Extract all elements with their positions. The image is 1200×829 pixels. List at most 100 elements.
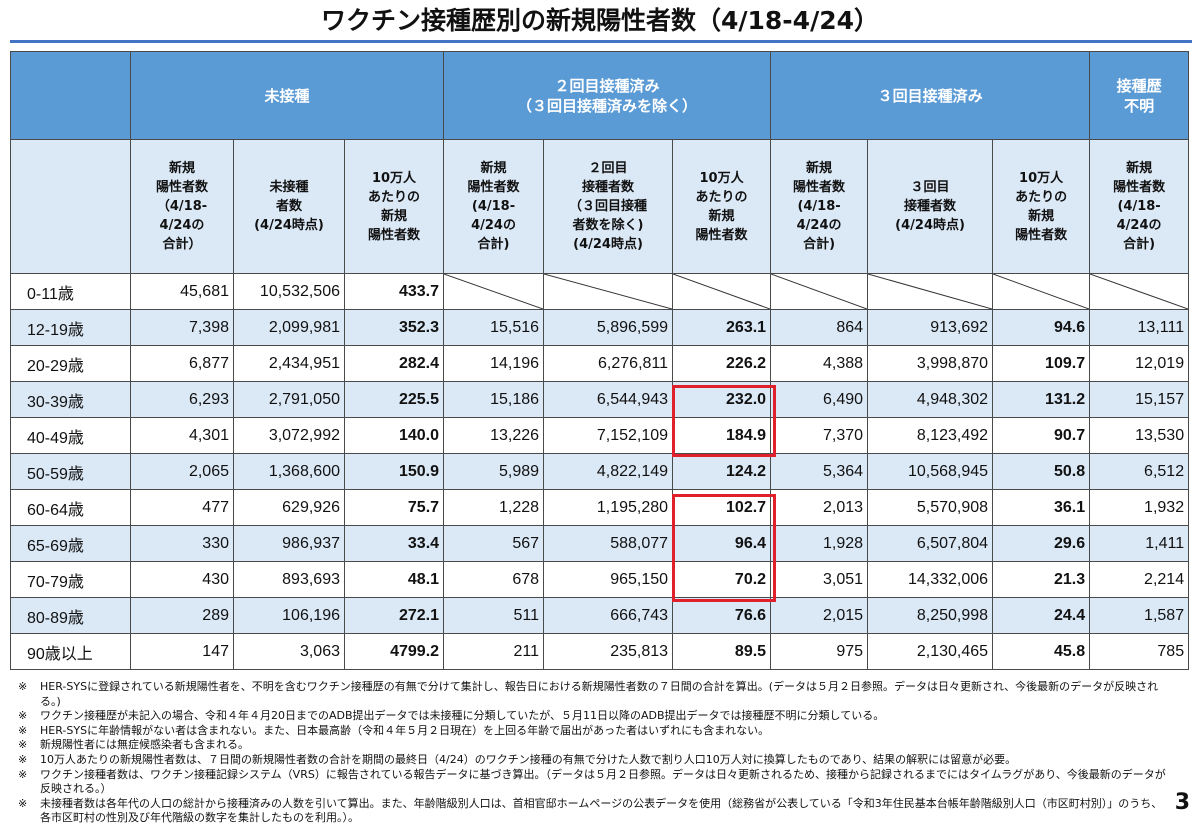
value-cell: 3,063 [233,633,345,670]
value-cell: 36.1 [992,489,1091,526]
column-header: 未接種 者数 (4/24時点) [233,139,345,274]
value-cell: 124.2 [672,453,772,490]
value-cell: 430 [130,561,234,598]
corner-cell [10,51,131,140]
value-cell: 45.8 [992,633,1091,670]
group-dose2: ２回目接種済み （３回目接種済みを除く） [443,51,772,140]
value-cell: 477 [130,489,234,526]
footnote: ※ HER-SYSに年齢情報がない者は含まれない。また、日本最高齢（令和４年５月２… [18,724,1168,739]
value-cell: 1,928 [770,525,869,562]
note-text: HER-SYSに登録されている新規陽性者を、不明を含むワクチン接種歴の有無で分け… [40,680,1159,708]
value-cell: 4,822,149 [543,453,674,490]
value-cell: 13,530 [1089,417,1190,454]
page-number: 3 [1174,790,1190,815]
value-cell: 629,926 [233,489,345,526]
age-cell: 50-59歳 [10,453,131,490]
value-cell: 211 [443,633,545,670]
value-cell: 3,998,870 [867,345,994,382]
empty-slash-cell [867,273,994,310]
table-row: 70-79歳 430 893,693 48.1 678 965,150 70.2 3,051 1… [10,561,1190,598]
highlight-box-60-79 [672,494,776,602]
value-cell: 13,226 [443,417,545,454]
note-text: HER-SYSに年齢情報がない者は含まれない。また、日本最高齢（令和４年５月２日… [40,723,770,737]
column-header: 新規 陽性者数 (4/18- 4/24の 合計) [443,139,545,274]
value-cell: 3,051 [770,561,869,598]
group-unvaccinated: 未接種 [129,51,445,140]
value-cell: 13,111 [1089,309,1190,346]
empty-slash-cell [1089,273,1190,310]
value-cell: 10,532,506 [233,273,345,310]
value-cell: 225.5 [343,381,445,418]
value-cell: 15,186 [443,381,545,418]
value-cell: 263.1 [672,309,772,346]
value-cell: 147 [130,633,234,670]
value-cell: 6,512 [1089,453,1190,490]
note-text: ワクチン接種歴が未記入の場合、令和４年４月20日までのADB提出データでは未接種… [40,709,885,723]
value-cell: 6,276,811 [543,345,674,382]
table-row: 30-39歳 6,293 2,791,050 225.5 15,186 6,544,943… [10,381,1190,418]
note-text: 未接種者数は各年代の人口の総計から接種済みの人数を引いて算出。また、年齢階級別人… [40,796,1163,825]
age-cell: 65-69歳 [10,525,131,562]
value-cell: 5,989 [443,453,545,490]
age-cell: 70-79歳 [10,561,131,598]
footnote: ※ ワクチン接種歴が未記入の場合、令和４年４月20日までのADB提出データでは未接… [18,709,1168,724]
age-cell: 90歳以上 [10,633,131,670]
value-cell: 1,932 [1089,489,1190,526]
value-cell: 785 [1089,633,1190,670]
title-underline [10,40,1192,43]
footnotes: ※ HER-SYSに登録されている新規陽性者を、不明を含むワクチン接種歴の有無で分… [18,680,1168,826]
value-cell: 15,516 [443,309,545,346]
value-cell: 289 [130,597,234,634]
note-mark: ※ [18,723,28,737]
age-cell: 60-64歳 [10,489,131,526]
value-cell: 1,228 [443,489,545,526]
note-mark: ※ [18,738,28,752]
value-cell: 150.9 [343,453,445,490]
value-cell: 2,434,951 [233,345,345,382]
empty-slash-cell [672,273,772,310]
value-cell: 2,130,465 [867,633,994,670]
note-text: 10万人あたりの新規陽性者数は、７日間の新規陽性者数の合計を期間の最終日（4/2… [40,752,1017,766]
value-cell: 89.5 [672,633,772,670]
column-header: 10万人 あたりの 新規 陽性者数 [672,139,772,274]
value-cell: 2,015 [770,597,869,634]
empty-slash-cell [992,273,1091,310]
value-cell: 8,250,998 [867,597,994,634]
table-row: 90歳以上 147 3,063 4799.2 211 235,813 89.5 975 2,13… [10,633,1190,670]
age-cell: 30-39歳 [10,381,131,418]
value-cell: 109.7 [992,345,1091,382]
footnote: ※ ワクチン接種者数は、ワクチン接種記録システム（VRS）に報告されている報告デー… [18,768,1168,797]
value-cell: 965,150 [543,561,674,598]
footnote: ※ 新規陽性者には無症候感染者も含まれる。 [18,738,1168,753]
highlight-box-30-49 [672,385,776,457]
value-cell: 5,570,908 [867,489,994,526]
value-cell: 8,123,492 [867,417,994,454]
column-header: 新規 陽性者数 (4/18- 4/24の 合計) [770,139,869,274]
value-cell: 1,195,280 [543,489,674,526]
table-row: 0-11歳 45,681 10,532,506 433.7 [10,273,1190,310]
value-cell: 6,490 [770,381,869,418]
value-cell: 2,214 [1089,561,1190,598]
age-cell: 20-29歳 [10,345,131,382]
note-text: ワクチン接種者数は、ワクチン接種記録システム（VRS）に報告されている報告データ… [40,767,1166,796]
table-row: 65-69歳 330 986,937 33.4 567 588,077 96.4 1,928 6… [10,525,1190,562]
table-row: 50-59歳 2,065 1,368,600 150.9 5,989 4,822,149 1… [10,453,1190,490]
value-cell: 235,813 [543,633,674,670]
value-cell: 1,411 [1089,525,1190,562]
value-cell: 4,388 [770,345,869,382]
empty-slash-cell [770,273,869,310]
column-header-row: 新規 陽性者数 （4/18- 4/24の 合計） 未接種 者数 (4/24時点) 1… [10,139,1190,274]
value-cell: 666,743 [543,597,674,634]
column-header: ２回目 接種者数 （３回目接種 者数を除く) (4/24時点) [543,139,674,274]
value-cell: 226.2 [672,345,772,382]
value-cell: 12,019 [1089,345,1190,382]
empty-slash-cell [443,273,545,310]
age-cell: 80-89歳 [10,597,131,634]
note-mark: ※ [18,767,28,781]
value-cell: 33.4 [343,525,445,562]
value-cell: 131.2 [992,381,1091,418]
value-cell: 6,877 [130,345,234,382]
page-title: ワクチン接種歴別の新規陽性者数（4/18-4/24） [320,6,879,35]
value-cell: 352.3 [343,309,445,346]
corner-cell [10,139,131,274]
